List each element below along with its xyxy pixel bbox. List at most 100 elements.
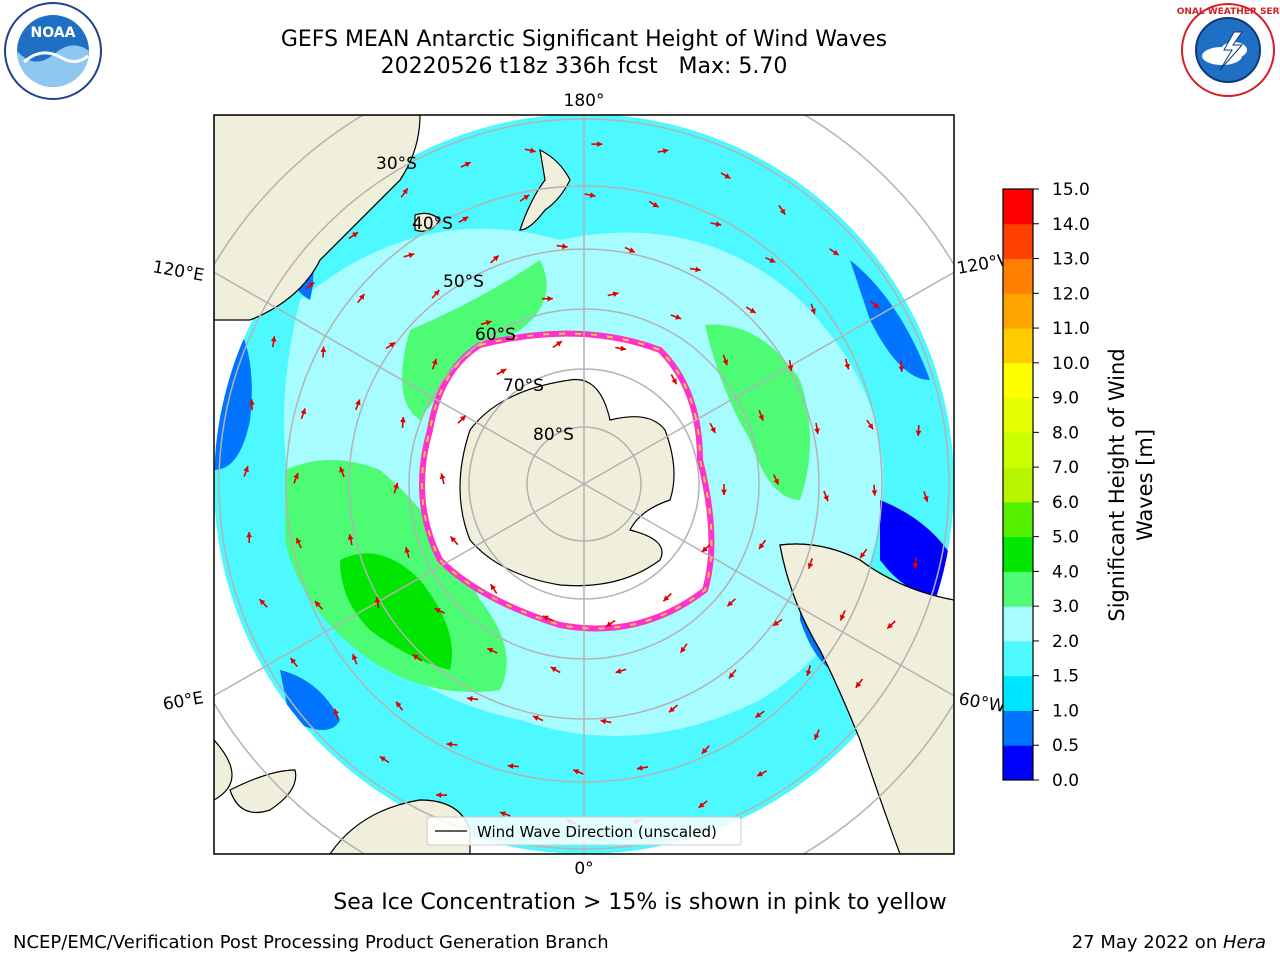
colorbar-segment bbox=[1003, 328, 1033, 364]
wind-arrow-head bbox=[840, 614, 846, 621]
colorbar-tick-label: 3.0 bbox=[1052, 597, 1079, 617]
wind-arrow-head bbox=[290, 657, 297, 664]
wind-arrow-head bbox=[462, 216, 469, 222]
wind-arrow-head bbox=[759, 543, 765, 549]
wind-arrow-head bbox=[300, 408, 307, 415]
colorbar-tick-label: 8.0 bbox=[1052, 423, 1079, 443]
colorbar-tick-label: 15.0 bbox=[1052, 180, 1090, 200]
colorbar-segment bbox=[1003, 258, 1033, 294]
footer-date-text: 27 May 2022 on bbox=[1071, 932, 1223, 953]
wind-arrow-head bbox=[404, 547, 411, 553]
wind-arrow-head bbox=[450, 536, 457, 543]
colorbar-tick-label: 0.0 bbox=[1052, 771, 1079, 791]
wind-arrow-head bbox=[314, 601, 321, 607]
wind-arrow-head bbox=[729, 672, 735, 679]
wind-arrow-head bbox=[402, 188, 408, 195]
wind-arrow-head bbox=[393, 482, 399, 489]
nws-logo-text: NATIONAL WEATHER SERVICE bbox=[1176, 7, 1280, 17]
wind-arrow-head bbox=[395, 701, 402, 708]
wind-arrow-head bbox=[898, 366, 905, 372]
wind-arrow-head bbox=[293, 473, 299, 479]
nws-logo: NATIONAL WEATHER SERVICE bbox=[1176, 3, 1280, 97]
colorbar-segment bbox=[1003, 675, 1033, 711]
wind-arrow-head bbox=[589, 192, 596, 198]
wind-arrow-head bbox=[715, 221, 722, 227]
wind-arrow-head bbox=[758, 414, 764, 421]
wind-arrow-head bbox=[675, 314, 682, 320]
wind-arrow-head bbox=[547, 295, 553, 302]
wind-arrow-head bbox=[695, 266, 701, 273]
wind-arrow-head bbox=[600, 718, 607, 725]
wind-arrow-head bbox=[296, 537, 302, 544]
colorbar-segment bbox=[1003, 501, 1033, 538]
footer-date: 27 May 2022 on Hera bbox=[1072, 932, 1266, 953]
wind-arrow-head bbox=[701, 748, 708, 754]
wind-arrow-head bbox=[805, 670, 812, 676]
wind-arrow-head bbox=[606, 621, 612, 627]
wind-arrow-head bbox=[844, 363, 850, 370]
wind-arrow-head bbox=[722, 359, 729, 366]
wind-arrow-head bbox=[259, 599, 266, 605]
colorbar-label-line1: Significant Height of Wind bbox=[1105, 348, 1129, 621]
footer-host: Hera bbox=[1222, 932, 1266, 953]
wind-arrow-head bbox=[773, 478, 779, 485]
colorbar-segment bbox=[1003, 640, 1033, 677]
wind-arrow-head bbox=[487, 647, 494, 654]
colorbar-segment bbox=[1003, 606, 1033, 642]
wind-wave-direction-arrows bbox=[243, 141, 929, 825]
colorbar-tick-label: 1.0 bbox=[1052, 701, 1079, 721]
wind-arrow-head bbox=[612, 291, 619, 297]
noaa-logo-text: NOAA bbox=[31, 25, 76, 41]
wind-arrow-head bbox=[620, 345, 626, 352]
lat-label: 40°S bbox=[412, 214, 453, 234]
colorbar-tick-label: 11.0 bbox=[1052, 319, 1090, 339]
wind-arrow-head bbox=[807, 562, 814, 569]
lat-label: 30°S bbox=[376, 154, 417, 174]
wind-arrow-head bbox=[412, 654, 419, 660]
wind-arrow-head bbox=[500, 811, 506, 817]
wind-arrow-head bbox=[855, 681, 862, 688]
wind-arrow-head bbox=[490, 584, 496, 591]
colorbar-segment bbox=[1003, 223, 1033, 260]
wind-arrow-head bbox=[347, 534, 354, 540]
colorbar-tick-label: 4.0 bbox=[1052, 562, 1079, 582]
wind-arrow-head bbox=[652, 202, 659, 208]
colorbar-tick-label: 12.0 bbox=[1052, 284, 1090, 304]
colorbar-segment bbox=[1003, 571, 1033, 607]
wind-arrow-head bbox=[459, 415, 466, 422]
wind-arrow-head bbox=[662, 148, 669, 154]
wind-arrow-head bbox=[755, 712, 762, 718]
lat-label: 50°S bbox=[443, 272, 484, 292]
wind-arrow-head bbox=[339, 466, 345, 473]
colorbar-segment bbox=[1003, 293, 1033, 329]
wind-arrow-head bbox=[832, 249, 839, 256]
wind-arrow-head bbox=[532, 715, 539, 721]
wind-arrow-head bbox=[243, 466, 249, 473]
sea-ice-note: Sea Ice Concentration > 15% is shown in … bbox=[333, 890, 947, 915]
wind-arrow-head bbox=[779, 208, 786, 215]
colorbar-tick-label: 0.5 bbox=[1052, 736, 1079, 756]
lat-label: 80°S bbox=[533, 425, 574, 445]
lon-label-60w: 60°W bbox=[957, 689, 1007, 717]
wind-arrow-head bbox=[701, 546, 708, 552]
wind-arrow-head bbox=[249, 399, 255, 405]
wind-arrow-head bbox=[721, 489, 727, 495]
colorbar-segment bbox=[1003, 710, 1033, 746]
wind-arrow-head bbox=[374, 597, 381, 603]
wind-arrow-head bbox=[873, 302, 880, 309]
wind-arrow-head bbox=[555, 341, 562, 347]
wind-arrow-head bbox=[270, 336, 277, 342]
wind-arrow-head bbox=[923, 495, 929, 502]
wind-arrow-head bbox=[550, 667, 557, 673]
map-legend: Wind Wave Direction (unscaled) bbox=[426, 816, 742, 846]
wind-arrow-head bbox=[814, 428, 820, 434]
colorbar-tick-label: 9.0 bbox=[1052, 389, 1079, 409]
wind-arrow-head bbox=[308, 282, 315, 288]
wind-arrow-head bbox=[523, 194, 530, 201]
wind-arrow-head bbox=[389, 342, 396, 348]
wind-arrow-head bbox=[529, 147, 536, 154]
colorbar-frame bbox=[1002, 188, 1034, 781]
colorbar-segment bbox=[1003, 189, 1033, 225]
colorbar-tick-label: 14.0 bbox=[1052, 215, 1090, 235]
